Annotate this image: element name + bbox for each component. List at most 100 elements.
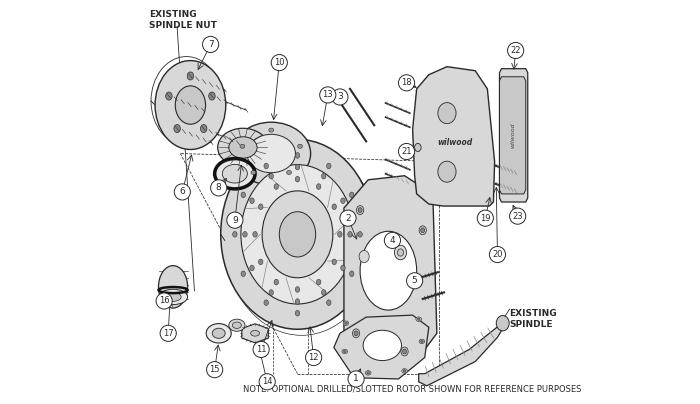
Text: EXISTING
SPINDLE NUT: EXISTING SPINDLE NUT bbox=[149, 10, 217, 30]
Ellipse shape bbox=[394, 245, 407, 260]
Ellipse shape bbox=[408, 276, 417, 286]
Ellipse shape bbox=[250, 265, 254, 271]
Ellipse shape bbox=[344, 322, 347, 324]
Circle shape bbox=[508, 42, 524, 59]
Ellipse shape bbox=[253, 231, 258, 237]
Ellipse shape bbox=[295, 299, 300, 304]
Ellipse shape bbox=[258, 259, 263, 265]
Circle shape bbox=[477, 210, 494, 226]
Circle shape bbox=[306, 349, 322, 366]
Ellipse shape bbox=[438, 161, 456, 182]
Ellipse shape bbox=[332, 204, 337, 210]
Ellipse shape bbox=[155, 61, 226, 149]
Circle shape bbox=[174, 184, 190, 200]
Ellipse shape bbox=[241, 192, 246, 198]
Circle shape bbox=[348, 371, 364, 387]
Ellipse shape bbox=[419, 339, 425, 343]
Text: 22: 22 bbox=[510, 46, 521, 55]
Circle shape bbox=[332, 89, 348, 105]
Polygon shape bbox=[344, 176, 437, 370]
Ellipse shape bbox=[298, 144, 302, 148]
Circle shape bbox=[156, 293, 172, 309]
Ellipse shape bbox=[229, 319, 245, 331]
Circle shape bbox=[340, 210, 356, 226]
Ellipse shape bbox=[264, 163, 268, 169]
Ellipse shape bbox=[220, 139, 374, 329]
Ellipse shape bbox=[215, 159, 255, 189]
Ellipse shape bbox=[341, 198, 345, 204]
Ellipse shape bbox=[269, 128, 274, 132]
Ellipse shape bbox=[363, 330, 402, 360]
Ellipse shape bbox=[295, 176, 300, 182]
Ellipse shape bbox=[321, 173, 326, 179]
Text: 20: 20 bbox=[492, 250, 503, 259]
Ellipse shape bbox=[332, 259, 337, 265]
Circle shape bbox=[407, 273, 423, 289]
Ellipse shape bbox=[342, 349, 348, 354]
Text: 19: 19 bbox=[480, 214, 491, 223]
Polygon shape bbox=[500, 69, 528, 202]
Circle shape bbox=[202, 36, 218, 53]
Circle shape bbox=[320, 87, 336, 103]
Ellipse shape bbox=[264, 300, 268, 305]
Ellipse shape bbox=[223, 164, 247, 183]
Ellipse shape bbox=[401, 347, 408, 356]
Polygon shape bbox=[419, 325, 503, 386]
Ellipse shape bbox=[279, 212, 316, 257]
Text: 18: 18 bbox=[401, 78, 412, 87]
Ellipse shape bbox=[232, 122, 311, 185]
Circle shape bbox=[510, 208, 526, 224]
Ellipse shape bbox=[174, 124, 181, 133]
Ellipse shape bbox=[356, 206, 364, 215]
Circle shape bbox=[384, 232, 400, 248]
Ellipse shape bbox=[165, 292, 181, 301]
Ellipse shape bbox=[218, 128, 268, 166]
Ellipse shape bbox=[402, 349, 407, 354]
Ellipse shape bbox=[232, 322, 241, 328]
Text: 8: 8 bbox=[216, 183, 222, 192]
Ellipse shape bbox=[295, 153, 300, 158]
Ellipse shape bbox=[421, 228, 425, 233]
Text: 1: 1 bbox=[354, 375, 359, 383]
Text: 5: 5 bbox=[412, 276, 417, 285]
Circle shape bbox=[398, 75, 414, 91]
Text: wilwood: wilwood bbox=[510, 122, 515, 148]
Text: NOTE: OPTIONAL DRILLED/SLOTTED ROTOR SHOWN FOR REFERENCE PURPOSES: NOTE: OPTIONAL DRILLED/SLOTTED ROTOR SHO… bbox=[243, 385, 581, 394]
Ellipse shape bbox=[359, 250, 369, 263]
Text: 17: 17 bbox=[163, 329, 174, 338]
Circle shape bbox=[227, 212, 243, 228]
Ellipse shape bbox=[321, 290, 326, 295]
Text: 9: 9 bbox=[232, 216, 238, 225]
Ellipse shape bbox=[295, 287, 300, 292]
Circle shape bbox=[211, 180, 227, 196]
Ellipse shape bbox=[349, 192, 354, 198]
Circle shape bbox=[398, 143, 414, 160]
Ellipse shape bbox=[251, 330, 260, 336]
Ellipse shape bbox=[158, 266, 188, 308]
Text: 3: 3 bbox=[337, 93, 343, 101]
Ellipse shape bbox=[209, 92, 215, 100]
Polygon shape bbox=[500, 77, 526, 194]
Ellipse shape bbox=[414, 143, 421, 152]
Text: 14: 14 bbox=[262, 377, 272, 386]
Ellipse shape bbox=[341, 265, 345, 271]
Ellipse shape bbox=[241, 165, 354, 304]
Ellipse shape bbox=[343, 321, 349, 326]
Text: 10: 10 bbox=[274, 58, 284, 67]
Ellipse shape bbox=[421, 340, 424, 343]
Circle shape bbox=[271, 55, 288, 71]
Ellipse shape bbox=[175, 86, 206, 124]
Ellipse shape bbox=[212, 328, 225, 339]
Ellipse shape bbox=[417, 318, 420, 320]
Ellipse shape bbox=[262, 191, 332, 278]
Ellipse shape bbox=[269, 173, 274, 179]
Ellipse shape bbox=[295, 164, 300, 170]
Ellipse shape bbox=[358, 231, 363, 237]
Ellipse shape bbox=[337, 231, 342, 237]
Ellipse shape bbox=[187, 72, 194, 80]
Circle shape bbox=[489, 246, 505, 263]
Ellipse shape bbox=[258, 204, 263, 210]
Text: 13: 13 bbox=[323, 90, 333, 99]
Text: 23: 23 bbox=[512, 212, 523, 221]
Ellipse shape bbox=[316, 184, 321, 189]
